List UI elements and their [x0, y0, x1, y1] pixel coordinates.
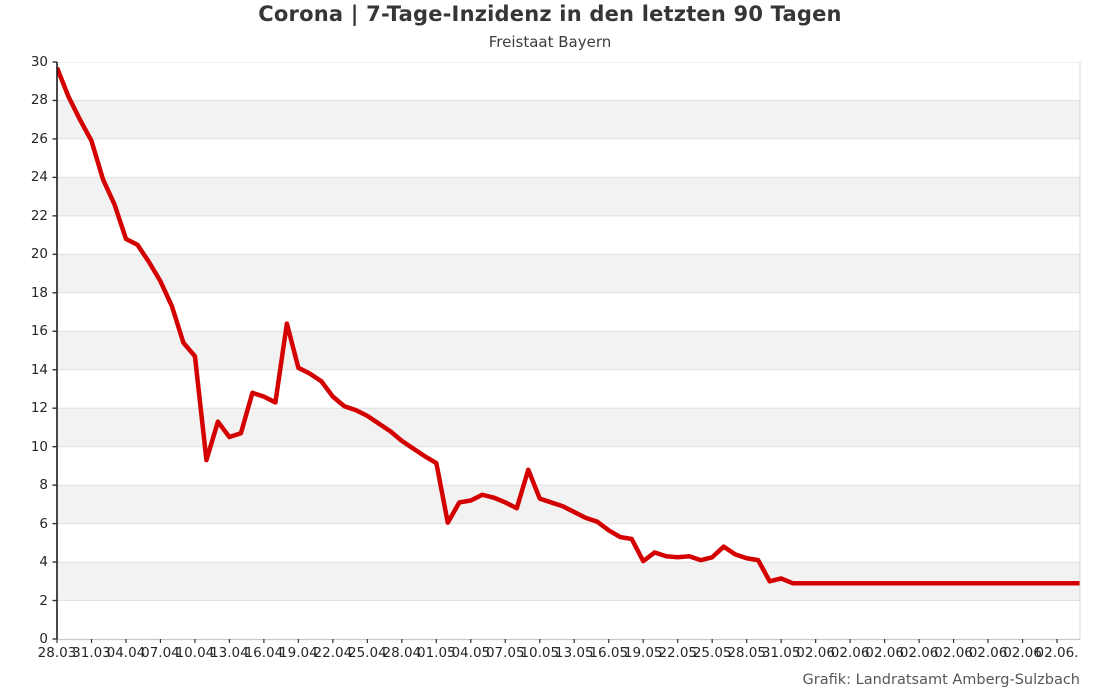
- y-axis-label: 24: [30, 169, 48, 186]
- y-axis-label: 16: [30, 323, 48, 340]
- x-axis-label: 22.05: [658, 645, 698, 661]
- x-axis-label: 10.04: [175, 645, 215, 661]
- incidence-line-chart: [54, 61, 1080, 639]
- background-band: [57, 62, 1080, 101]
- x-axis-label: 02.06.: [1035, 645, 1079, 661]
- x-axis-label: 01.05: [416, 645, 456, 661]
- plot-area: [54, 61, 1080, 639]
- y-axis-label: 12: [30, 400, 48, 417]
- x-axis-label: 02.06: [796, 645, 835, 661]
- x-axis-label: 22.04: [313, 645, 353, 661]
- x-axis-label: 25.04: [348, 645, 387, 661]
- x-axis-label: 28.04: [382, 645, 422, 661]
- x-axis-label: 04.04: [106, 645, 146, 661]
- y-axis-label: 10: [30, 438, 48, 455]
- x-axis-label: 02.06: [968, 645, 1008, 661]
- chart-title: Corona | 7-Tage-Inzidenz in den letzten …: [258, 2, 842, 26]
- chart-subtitle: Freistaat Bayern: [488, 33, 612, 51]
- x-axis-label: 10.05: [520, 645, 560, 661]
- x-axis-label: 13.05: [554, 645, 594, 661]
- background-band: [57, 138, 1080, 178]
- y-axis-label: 22: [30, 207, 48, 224]
- x-axis-label: 16.05: [589, 645, 629, 661]
- x-axis-label: 19.05: [623, 645, 663, 661]
- incidence-line: [54, 66, 1080, 586]
- x-axis-label: 13.04: [210, 645, 249, 661]
- background-band: [57, 177, 1080, 216]
- x-axis-label: 02.06: [899, 645, 939, 661]
- y-axis-label: 28: [30, 92, 48, 109]
- y-axis-label: 4: [39, 554, 48, 571]
- x-axis-label: 16.04: [244, 645, 284, 661]
- background-band: [57, 523, 1080, 563]
- background-band: [57, 292, 1080, 332]
- y-axis-label: 18: [30, 284, 48, 301]
- y-axis-label: 26: [30, 130, 48, 147]
- y-axis-label: 0: [39, 631, 48, 647]
- background-band: [57, 215, 1080, 255]
- background-band: [57, 331, 1080, 370]
- x-axis-label: 02.06: [934, 645, 973, 661]
- background-band: [57, 254, 1080, 293]
- y-axis-label: 14: [30, 361, 48, 378]
- background-band: [57, 446, 1080, 486]
- y-axis-label: 6: [39, 515, 48, 532]
- x-axis-label: 02.06: [1003, 645, 1042, 661]
- x-axis-label: 28.05: [727, 645, 766, 661]
- x-axis-label: 25.05: [692, 645, 732, 661]
- x-axis-label: 19.04: [279, 645, 318, 661]
- x-axis-label: 07.05: [485, 645, 525, 661]
- chart-footer-credit: Grafik: Landratsamt Amberg-Sulzbach: [802, 672, 1080, 688]
- y-axis-label: 20: [30, 246, 48, 263]
- y-axis-label: 8: [39, 477, 48, 494]
- x-axis-label: 28.03: [37, 645, 77, 661]
- background-band: [57, 369, 1080, 409]
- background-band: [57, 485, 1080, 524]
- x-axis-label: 02.06: [865, 645, 904, 661]
- background-band: [57, 100, 1080, 139]
- x-axis-label: 04.05: [451, 645, 491, 661]
- y-axis-label: 2: [39, 592, 48, 609]
- x-axis-label: 31.05: [761, 645, 801, 661]
- x-axis-label: 31.03: [72, 645, 111, 661]
- x-axis-label: 02.06: [830, 645, 870, 661]
- x-axis-label: 07.04: [141, 645, 180, 661]
- background-band: [57, 408, 1080, 447]
- background-band: [57, 600, 1080, 639]
- y-axis-label: 30: [30, 54, 48, 70]
